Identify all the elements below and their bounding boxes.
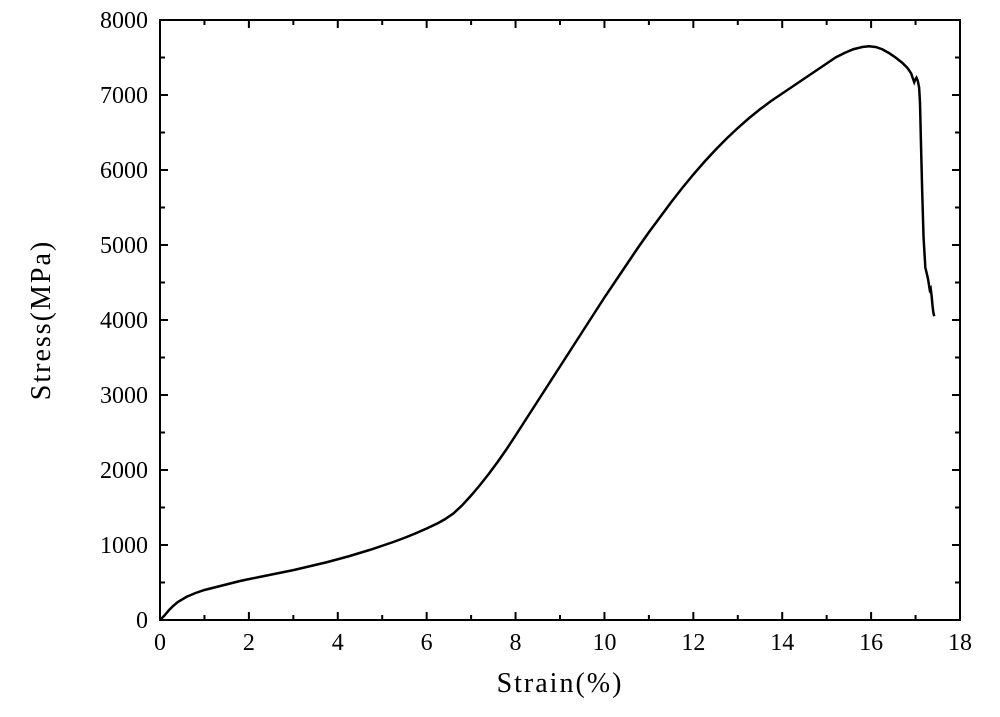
y-tick-label: 6000 [100,158,148,184]
y-tick-label: 0 [136,608,148,634]
x-tick-label: 4 [332,630,344,656]
y-tick-label: 5000 [100,233,148,259]
y-tick-label: 2000 [100,458,148,484]
x-tick-label: 16 [859,630,883,656]
y-tick-label: 8000 [100,8,148,34]
plot-border [160,20,960,620]
x-tick-label: 14 [770,630,794,656]
x-tick-label: 2 [243,630,255,656]
x-tick-label: 0 [154,630,166,656]
x-tick-label: 18 [948,630,972,656]
y-tick-label: 7000 [100,83,148,109]
y-axis-title: Stress(MPa) [26,240,57,400]
x-tick-label: 8 [510,630,522,656]
y-tick-label: 1000 [100,533,148,559]
chart-svg: 0 2 4 6 8 10 12 14 16 18 0 1000 2000 3000 4000 5000 6000… [0,0,1000,717]
x-tick-label: 12 [681,630,705,656]
y-tick-label: 4000 [100,308,148,334]
stress-strain-chart: 0 2 4 6 8 10 12 14 16 18 0 1000 2000 3000 4000 5000 6000… [0,0,1000,717]
x-axis-title: Strain(%) [497,668,624,699]
y-tick-label: 3000 [100,383,148,409]
stress-strain-curve [160,46,934,620]
x-tick-label: 10 [592,630,616,656]
x-tick-label: 6 [421,630,433,656]
